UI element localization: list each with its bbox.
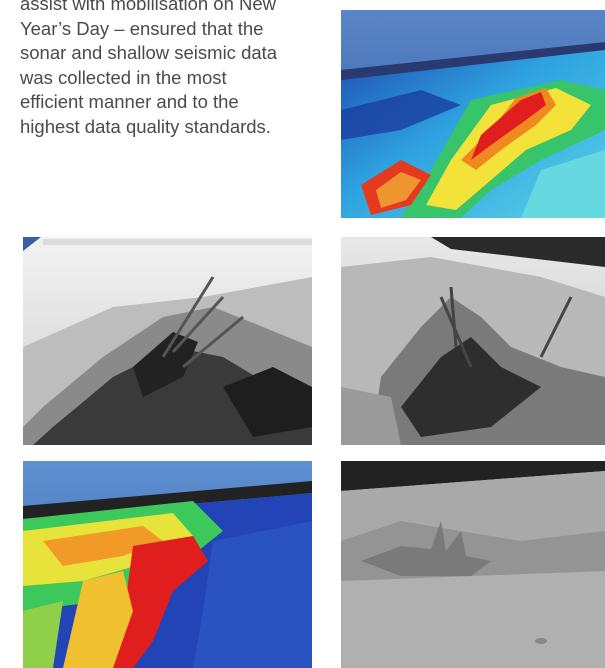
wreck-grayscale-image-right — [341, 237, 605, 445]
body-text-line: sonar and shallow seismic data — [20, 42, 278, 63]
bathymetry-color-image-top — [341, 10, 605, 218]
body-text-line: was collected in the most — [20, 66, 227, 88]
wreck-grayscale-image-left — [23, 237, 312, 445]
bathymetry-color-image-bottom — [23, 461, 312, 668]
seabed-grayscale-image — [341, 461, 605, 668]
body-text-line: assist with mobilisation on New — [20, 0, 277, 14]
body-text-line: Year’s Day – ensured that the — [20, 17, 264, 39]
body-text-line: efficient manner and to the — [20, 91, 239, 112]
body-text: assist with mobilisation on New Year’s D… — [20, 0, 320, 139]
body-text-line: highest data quality standards. — [20, 115, 271, 137]
